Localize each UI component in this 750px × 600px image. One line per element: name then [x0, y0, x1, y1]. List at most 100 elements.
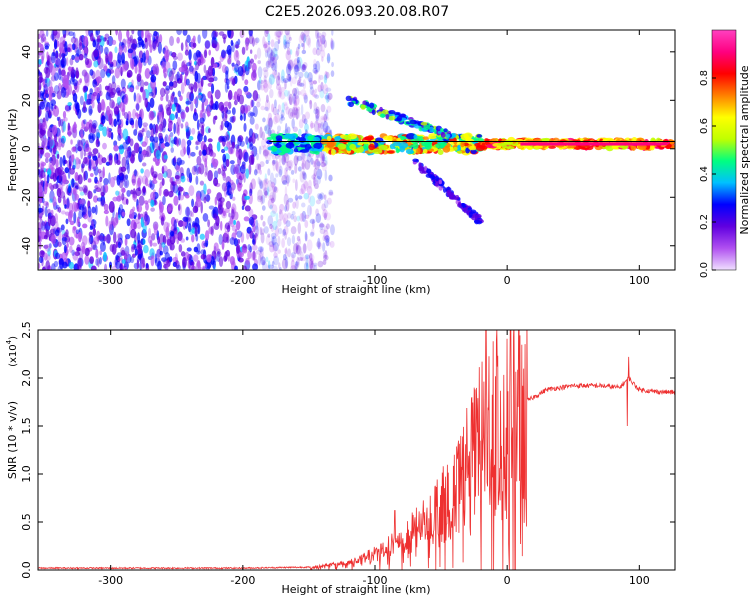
noise-speckle — [304, 220, 309, 229]
noise-speckle — [96, 95, 99, 102]
noise-speckle — [121, 265, 124, 270]
noise-speckle — [264, 99, 271, 112]
noise-speckle — [238, 94, 245, 105]
signal-core — [536, 142, 539, 146]
signal-core — [577, 142, 580, 146]
noise-speckle — [303, 71, 310, 79]
noise-speckle — [124, 45, 127, 53]
noise-speckle — [260, 79, 264, 85]
noise-speckle — [274, 60, 278, 72]
signal-core — [648, 142, 652, 146]
noise-speckle — [274, 40, 280, 52]
signal-core — [593, 142, 596, 146]
noise-speckle — [44, 76, 48, 84]
noise-speckle — [233, 238, 239, 247]
noise-speckle — [131, 150, 135, 157]
noise-speckle — [260, 195, 264, 205]
noise-speckle — [75, 67, 79, 79]
noise-speckle — [314, 183, 319, 190]
noise-speckle — [220, 104, 225, 114]
noise-speckle — [96, 92, 101, 104]
noise-speckle — [254, 37, 260, 44]
noise-speckle — [91, 99, 95, 109]
y-tick-label: 0.5 — [20, 513, 33, 531]
noise-speckle — [133, 222, 137, 230]
noise-speckle — [298, 256, 304, 262]
noise-speckle — [222, 112, 228, 123]
noise-speckle — [186, 206, 190, 217]
noise-speckle — [227, 89, 233, 101]
noise-speckle — [319, 34, 326, 45]
noise-speckle — [325, 212, 332, 221]
noise-speckle — [292, 178, 296, 184]
noise-speckle — [61, 251, 68, 260]
noise-speckle — [86, 73, 91, 83]
noise-speckle — [104, 46, 109, 56]
noise-speckle — [108, 82, 112, 94]
noise-speckle — [278, 262, 281, 270]
noise-speckle — [315, 106, 320, 115]
noise-speckle — [118, 145, 124, 150]
noise-speckle — [283, 225, 289, 236]
noise-speckle — [114, 46, 118, 54]
noise-speckle — [324, 116, 330, 121]
noise-speckle — [72, 226, 77, 231]
noise-speckle — [204, 230, 210, 242]
lower-branch-blob — [475, 213, 482, 219]
signal-core — [533, 142, 536, 146]
noise-speckle — [271, 260, 275, 267]
noise-speckle — [261, 179, 268, 192]
noise-speckle — [44, 106, 50, 113]
noise-speckle — [204, 171, 208, 177]
noise-speckle — [227, 54, 232, 63]
noise-speckle — [89, 108, 93, 115]
noise-speckle — [286, 212, 292, 219]
noise-speckle — [76, 218, 80, 227]
noise-speckle — [250, 150, 255, 156]
noise-speckle — [203, 49, 208, 59]
noise-speckle — [222, 210, 226, 217]
signal-core — [645, 142, 648, 146]
noise-speckle — [311, 174, 317, 180]
noise-speckle — [320, 156, 325, 164]
noise-speckle — [263, 69, 269, 79]
noise-speckle — [153, 30, 158, 37]
noise-speckle — [45, 229, 49, 240]
noise-speckle — [272, 56, 277, 66]
noise-speckle — [214, 89, 221, 100]
noise-speckle — [222, 153, 227, 163]
noise-speckle — [48, 147, 53, 152]
noise-speckle — [291, 234, 296, 245]
noise-speckle — [259, 248, 264, 260]
noise-speckle — [309, 231, 315, 237]
noise-speckle — [87, 190, 93, 200]
signal-blob — [275, 135, 283, 141]
noise-speckle — [104, 184, 109, 193]
lower-branch-blob — [423, 165, 428, 172]
noise-speckle — [105, 91, 110, 101]
noise-speckle — [134, 169, 137, 177]
noise-speckle — [287, 108, 294, 120]
noise-speckle — [137, 38, 144, 46]
noise-speckle — [69, 57, 74, 66]
noise-speckle — [144, 177, 149, 187]
noise-speckle — [180, 238, 186, 243]
signal-core — [582, 142, 585, 146]
noise-speckle — [272, 159, 276, 172]
noise-speckle — [195, 145, 199, 151]
noise-speckle — [264, 41, 268, 49]
noise-speckle — [272, 190, 277, 203]
noise-speckle — [194, 70, 199, 83]
noise-speckle — [180, 251, 186, 257]
noise-speckle — [228, 212, 231, 218]
signal-core — [566, 142, 569, 146]
noise-speckle — [59, 76, 64, 81]
noise-speckle — [326, 94, 331, 102]
noise-speckle — [267, 32, 271, 43]
noise-speckle — [42, 36, 47, 43]
noise-speckle — [262, 149, 269, 158]
noise-speckle — [195, 233, 199, 242]
noise-speckle — [231, 225, 238, 232]
noise-speckle — [295, 260, 298, 270]
noise-speckle — [286, 73, 292, 81]
